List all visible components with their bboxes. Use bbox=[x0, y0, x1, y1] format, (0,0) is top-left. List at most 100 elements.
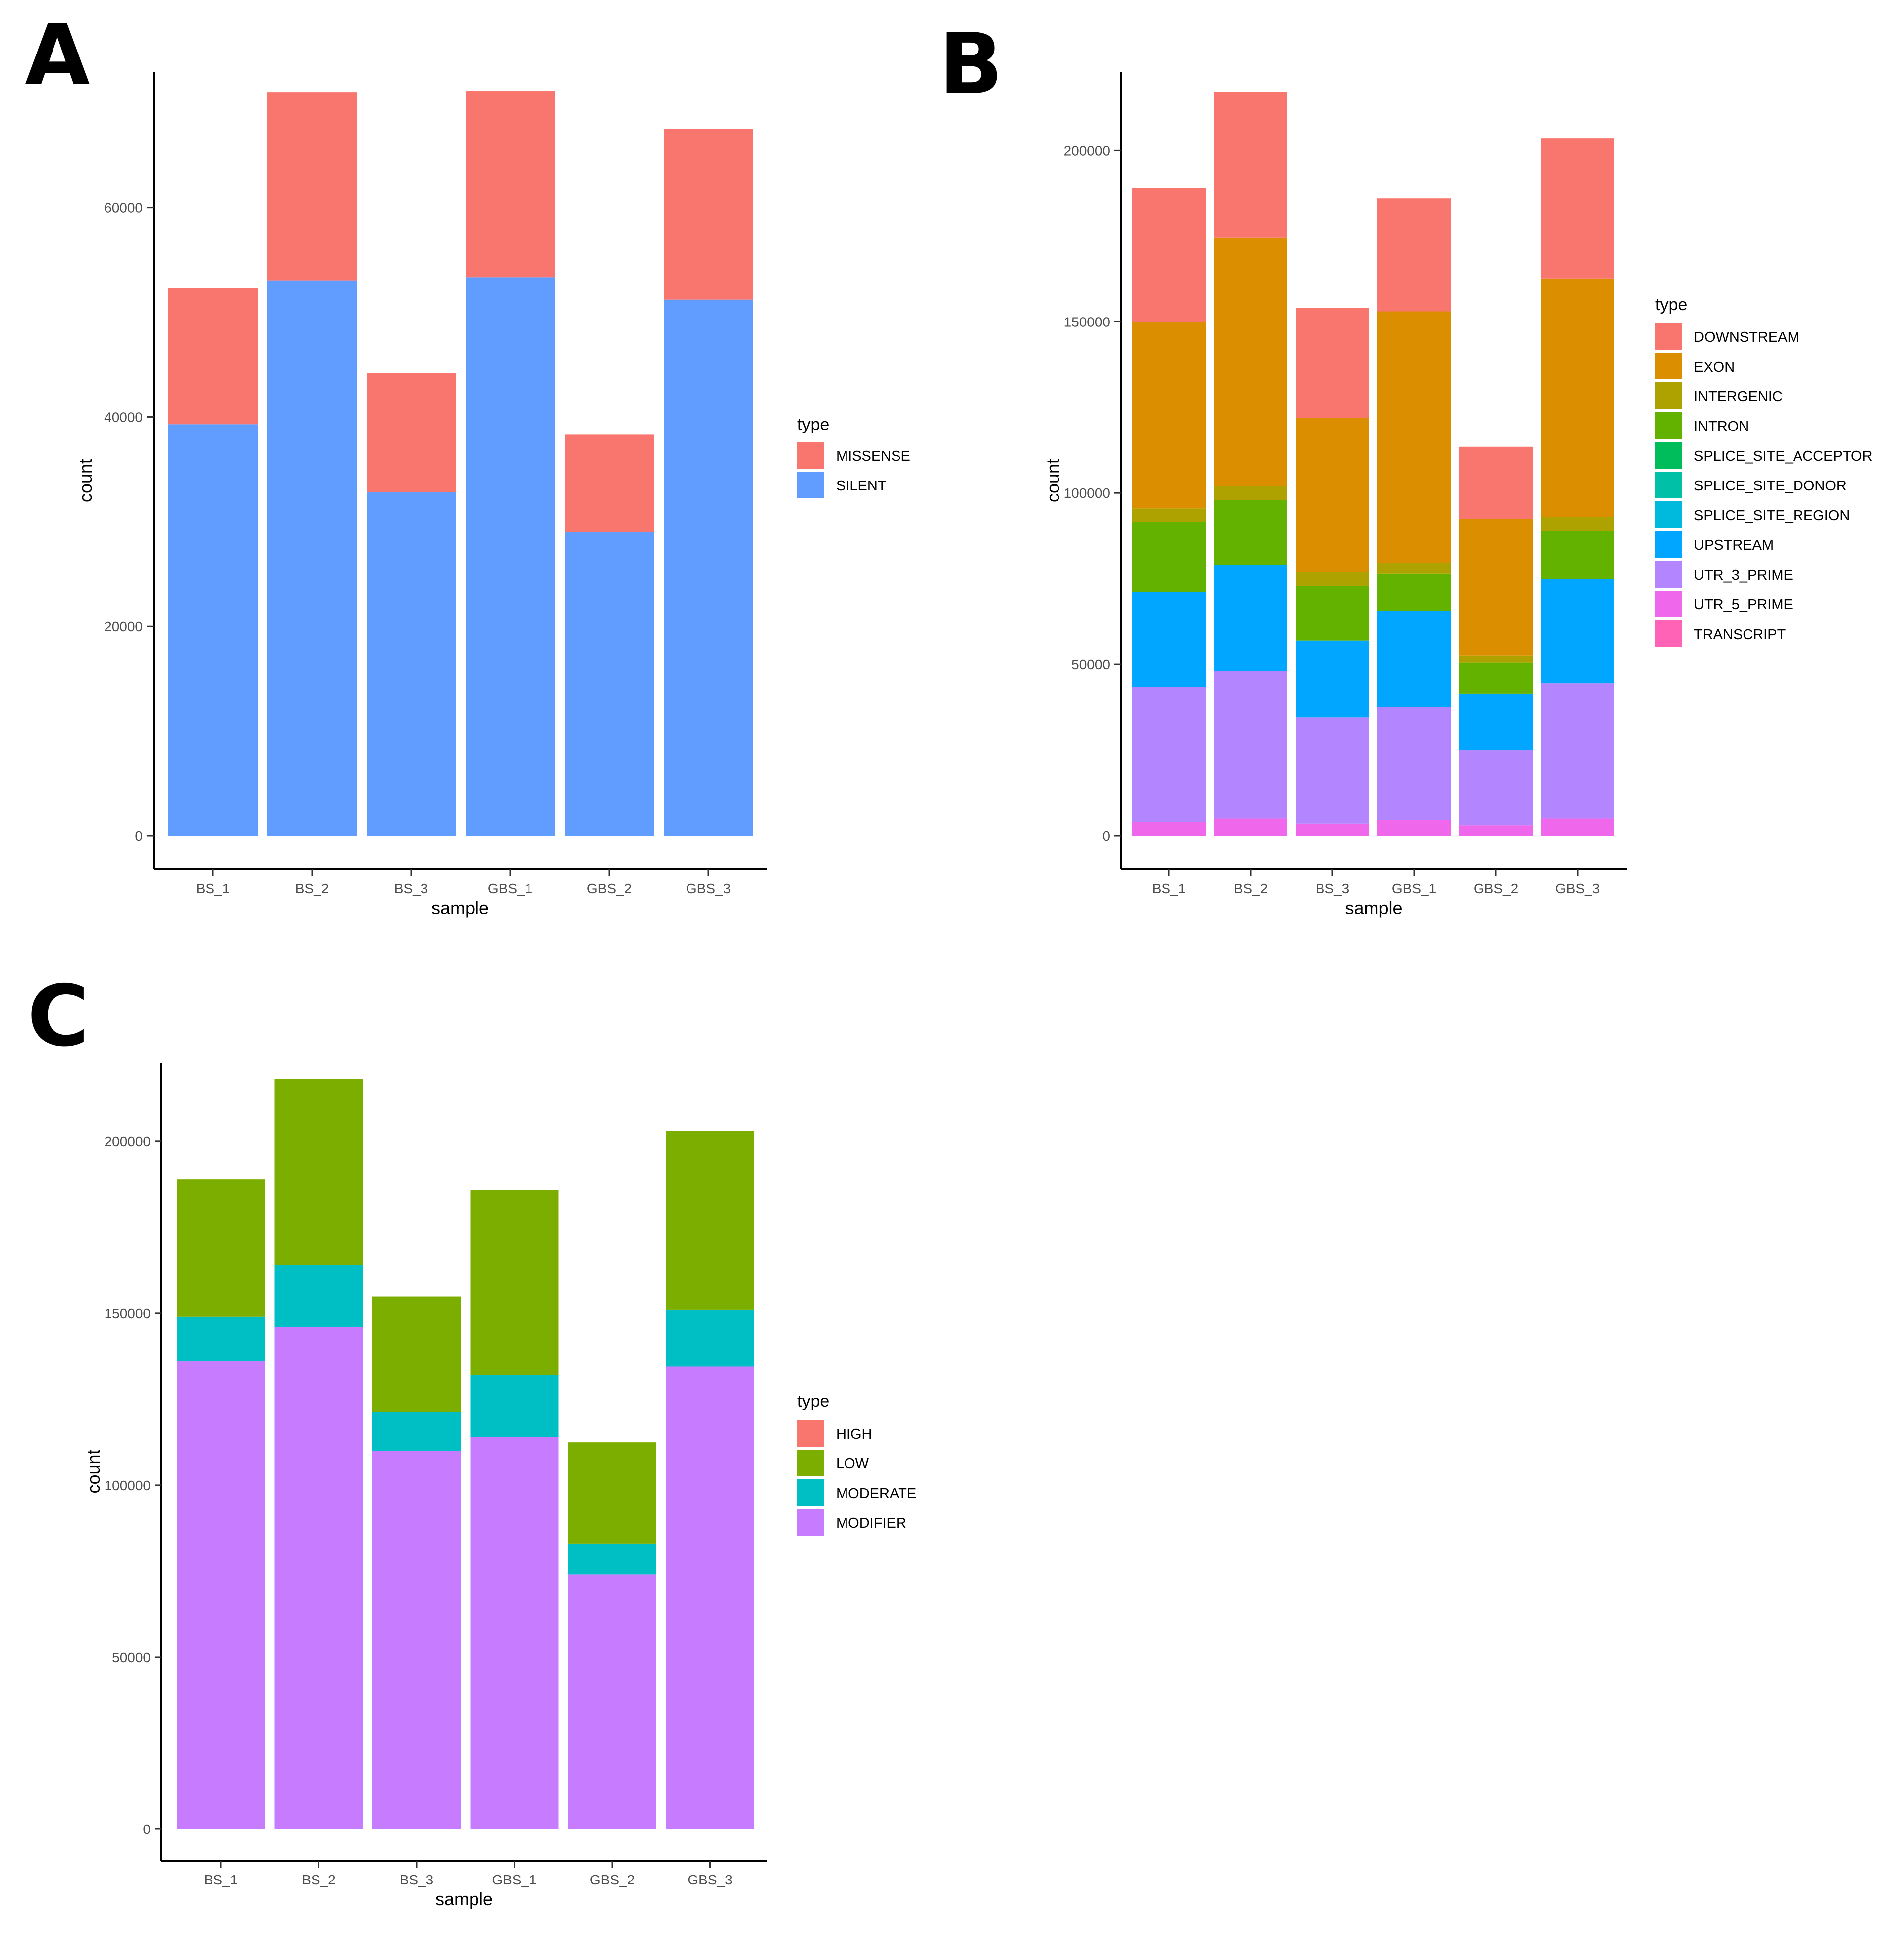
legend-swatch bbox=[1655, 561, 1682, 588]
legend-label: TRANSCRIPT bbox=[1694, 627, 1786, 643]
legend-label: INTERGENIC bbox=[1694, 389, 1783, 405]
bar-segment-intron bbox=[1541, 531, 1614, 579]
bar-segment-intergenic bbox=[1541, 517, 1614, 531]
x-tick-label: GBS_1 bbox=[1392, 881, 1436, 896]
x-tick-label: GBS_1 bbox=[492, 1872, 536, 1887]
bar-segment-missense bbox=[267, 92, 357, 281]
bar-segment-low bbox=[470, 1190, 559, 1375]
legend-label: EXON bbox=[1694, 359, 1735, 375]
bar-segment-silent bbox=[664, 299, 753, 836]
bar-segment-missense bbox=[664, 129, 753, 300]
y-tick-label: 200000 bbox=[1064, 143, 1110, 158]
legend-label: UPSTREAM bbox=[1694, 538, 1774, 553]
legend-swatch bbox=[797, 1420, 824, 1447]
bar-segment-utr-3-prime bbox=[1214, 671, 1287, 819]
legend-swatch bbox=[797, 1509, 824, 1536]
x-tick-label: BS_2 bbox=[302, 1872, 336, 1887]
x-tick-label: BS_3 bbox=[1316, 881, 1350, 896]
bar-segment-low bbox=[568, 1442, 656, 1544]
legend-label: INTRON bbox=[1694, 419, 1749, 434]
x-tick-label: GBS_2 bbox=[587, 881, 632, 896]
x-tick-label: GBS_2 bbox=[1474, 881, 1518, 896]
legend-swatch bbox=[1655, 323, 1682, 350]
panel-letter-a: A bbox=[25, 6, 90, 105]
y-tick-label: 200000 bbox=[105, 1134, 151, 1149]
y-axis-title: count bbox=[83, 1450, 104, 1493]
x-tick-label: BS_2 bbox=[1234, 881, 1268, 896]
bar-segment-low bbox=[177, 1179, 265, 1317]
legend-swatch bbox=[1655, 382, 1682, 409]
bar-segment-intergenic bbox=[1132, 508, 1206, 522]
bar-segment-intron bbox=[1214, 500, 1287, 565]
legend-label: SPLICE_SITE_DONOR bbox=[1694, 478, 1847, 494]
bar-segment-modifier bbox=[274, 1327, 363, 1829]
y-tick-label: 40000 bbox=[104, 409, 143, 425]
bar-segment-moderate bbox=[372, 1412, 461, 1451]
legend-label: MODERATE bbox=[836, 1486, 916, 1502]
bar-segment-downstream bbox=[1214, 92, 1287, 238]
bar-segment-downstream bbox=[1132, 188, 1206, 322]
x-axis-title: sample bbox=[1345, 898, 1402, 918]
y-tick-label: 50000 bbox=[112, 1650, 151, 1665]
legend-label: HIGH bbox=[836, 1426, 872, 1442]
bar-segment-utr-5-prime bbox=[1296, 823, 1369, 836]
bar-segment-missense bbox=[565, 434, 654, 532]
x-tick-label: GBS_2 bbox=[590, 1872, 635, 1887]
legend-swatch bbox=[1655, 442, 1682, 469]
legend-swatch bbox=[797, 1450, 824, 1476]
y-tick-label: 150000 bbox=[1064, 314, 1110, 329]
bar-segment-intron bbox=[1459, 662, 1533, 694]
x-axis-title: sample bbox=[431, 898, 489, 918]
bar-segment-low bbox=[666, 1130, 754, 1310]
legend-swatch bbox=[1655, 591, 1682, 617]
bar-segment-missense bbox=[168, 288, 258, 425]
panel-letter-b: B bbox=[939, 15, 1003, 113]
legend-swatch bbox=[797, 1479, 824, 1506]
legend-swatch bbox=[1655, 472, 1682, 498]
y-tick-label: 100000 bbox=[1064, 485, 1110, 501]
bar-segment-missense bbox=[367, 373, 456, 492]
bar-segment-utr-3-prime bbox=[1132, 687, 1206, 822]
bar-segment-upstream bbox=[1377, 611, 1451, 707]
bar-segment-utr-5-prime bbox=[1541, 818, 1614, 836]
bar-segment-upstream bbox=[1296, 640, 1369, 718]
bar-segment-downstream bbox=[1541, 138, 1614, 279]
bar-segment-silent bbox=[267, 280, 357, 836]
bar-segment-intron bbox=[1296, 585, 1369, 641]
legend-swatch bbox=[797, 442, 824, 469]
bar-segment-intergenic bbox=[1296, 572, 1369, 586]
bar-segment-exon bbox=[1296, 417, 1369, 572]
bar-segment-low bbox=[274, 1079, 363, 1265]
legend-label: SPLICE_SITE_REGION bbox=[1694, 508, 1850, 524]
legend-label: SPLICE_SITE_ACCEPTOR bbox=[1694, 448, 1872, 464]
bar-segment-utr-5-prime bbox=[1132, 822, 1206, 836]
legend-label: SILENT bbox=[836, 478, 887, 494]
y-tick-label: 0 bbox=[143, 1822, 151, 1837]
x-tick-label: GBS_3 bbox=[686, 881, 731, 896]
legend-swatch bbox=[1655, 501, 1682, 528]
bar-segment-exon bbox=[1214, 237, 1287, 486]
bar-segment-modifier bbox=[372, 1451, 461, 1829]
bar-segment-low bbox=[372, 1296, 461, 1412]
bar-segment-upstream bbox=[1459, 693, 1533, 751]
legend-title: type bbox=[797, 415, 829, 434]
legend-swatch bbox=[1655, 531, 1682, 558]
bar-segment-utr-3-prime bbox=[1296, 717, 1369, 824]
bar-segment-utr-3-prime bbox=[1377, 707, 1451, 820]
bar-segment-utr-5-prime bbox=[1377, 820, 1451, 836]
x-tick-label: BS_1 bbox=[1152, 881, 1186, 896]
bar-segment-moderate bbox=[177, 1316, 265, 1362]
y-axis-title: count bbox=[1043, 459, 1063, 502]
y-tick-label: 0 bbox=[1102, 828, 1110, 844]
y-tick-label: 0 bbox=[135, 828, 143, 844]
bar-segment-upstream bbox=[1214, 565, 1287, 671]
y-tick-label: 100000 bbox=[105, 1478, 151, 1493]
bar-segment-silent bbox=[466, 277, 555, 836]
x-tick-label: BS_1 bbox=[196, 881, 230, 896]
legend-swatch bbox=[797, 472, 824, 498]
bar-segment-modifier bbox=[470, 1437, 559, 1829]
panel-letter-c: C bbox=[27, 968, 89, 1066]
bar-segment-modifier bbox=[177, 1361, 265, 1829]
bar-segment-utr-5-prime bbox=[1459, 825, 1533, 836]
